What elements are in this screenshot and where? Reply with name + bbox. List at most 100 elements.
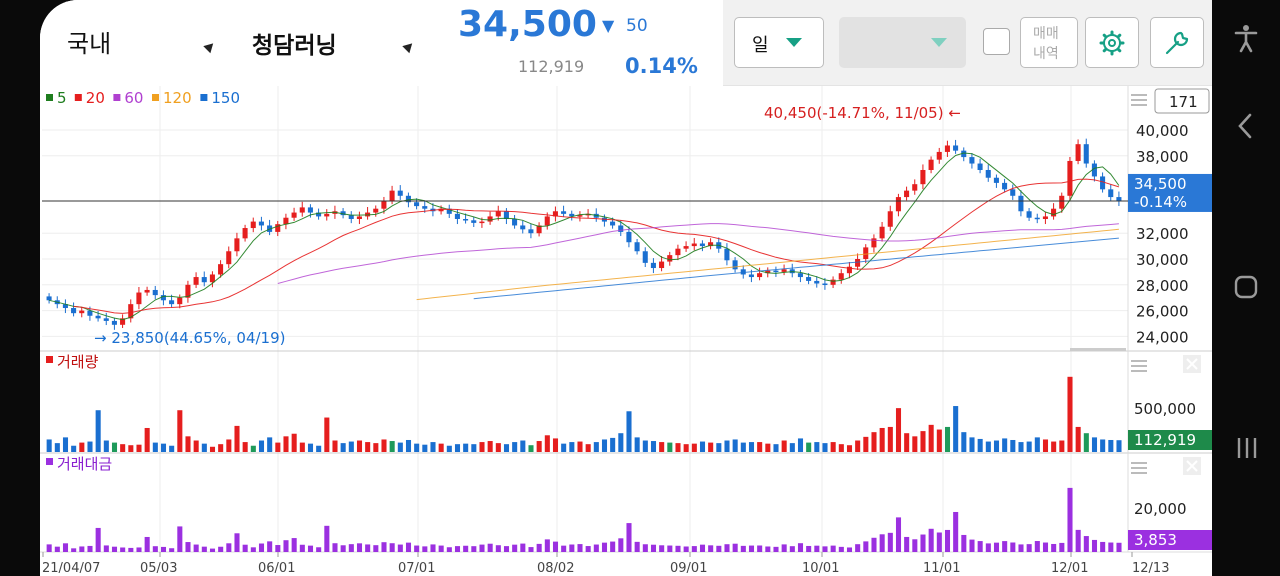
volume-tag	[1128, 430, 1212, 450]
candle	[1034, 217, 1040, 220]
candle	[797, 273, 803, 278]
candle	[618, 225, 624, 232]
chart-background	[40, 86, 1212, 576]
candle	[397, 190, 403, 196]
volume-title: 거래량	[57, 353, 99, 371]
amount-bar	[307, 545, 314, 552]
amount-bar	[601, 542, 608, 552]
amount-bar	[593, 544, 599, 552]
amount-bar	[62, 543, 69, 552]
compare-checkbox[interactable]	[983, 28, 1010, 55]
volume-bar	[536, 441, 542, 452]
chart-area[interactable]: 5 20 60 120 150 34,500 -0.14% 40,000 38,000 32,00…	[40, 86, 1212, 576]
amount-bar	[242, 544, 248, 552]
candle	[928, 159, 934, 170]
amount-bar	[177, 526, 183, 552]
volume-bar	[389, 441, 395, 452]
quote-panel: 국내 청담러닝 34,500 ▼ 50 112,919 0.14%	[40, 0, 723, 86]
order-history-button[interactable]: 매매 내역	[1020, 17, 1078, 68]
candle	[659, 261, 665, 269]
stock-dropdown-icon[interactable]	[402, 39, 416, 54]
candle	[757, 273, 763, 278]
candle	[169, 300, 175, 305]
candle	[316, 212, 322, 217]
candle	[71, 308, 77, 314]
tools-button[interactable]	[1150, 17, 1204, 68]
volume-bar	[234, 425, 240, 452]
candle	[340, 211, 346, 216]
amount-bar	[618, 538, 624, 552]
wrench-icon	[1165, 31, 1189, 55]
amount-bar	[46, 544, 52, 552]
xaxis-label: 21/04/07	[42, 561, 100, 576]
home-icon[interactable]	[1231, 272, 1261, 302]
candle	[936, 151, 942, 160]
settings-button[interactable]	[1085, 17, 1139, 68]
recents-icon[interactable]	[1232, 433, 1262, 463]
amount-bar	[708, 545, 714, 552]
candle	[46, 296, 52, 301]
volume-bar	[152, 442, 158, 452]
volume-bar	[985, 441, 991, 452]
market-selector[interactable]: 국내	[67, 30, 112, 58]
period-select[interactable]: 일	[734, 17, 824, 68]
amount-bar	[520, 543, 526, 552]
back-icon[interactable]	[1234, 111, 1258, 141]
candle	[62, 304, 68, 309]
amount-bar	[626, 523, 632, 552]
candle	[487, 216, 493, 222]
volume-bar	[593, 442, 599, 452]
candle	[414, 202, 420, 207]
legend-swatch	[46, 458, 53, 465]
candle	[324, 213, 330, 217]
amount-bar	[512, 544, 518, 552]
amount-bar	[642, 544, 648, 552]
amount-bar	[757, 545, 763, 552]
candle	[577, 215, 583, 217]
amount-bar	[209, 548, 216, 552]
amount-bar	[993, 542, 1000, 552]
candle	[291, 212, 297, 218]
volume-bar	[879, 427, 885, 452]
candle	[871, 238, 877, 248]
volume-bar	[283, 436, 289, 452]
volume-bar	[136, 444, 142, 452]
indicator-select[interactable]	[839, 17, 966, 68]
amount-bar	[569, 544, 575, 552]
candle	[283, 217, 289, 225]
candle	[781, 269, 787, 272]
amount-bar	[838, 546, 844, 552]
volume-bar	[610, 437, 616, 452]
candle	[479, 221, 485, 224]
amount-bar	[830, 545, 836, 552]
volume-bar	[1116, 440, 1122, 452]
volume-bar	[226, 439, 232, 452]
accessibility-icon[interactable]	[1231, 23, 1261, 53]
amount-bar	[699, 544, 706, 552]
amount-bar	[634, 541, 640, 552]
price-axis-tick: 30,000	[1136, 251, 1189, 269]
volume-bar	[365, 442, 371, 452]
amount-bar	[250, 547, 256, 552]
market-dropdown-icon[interactable]	[203, 39, 217, 54]
stock-name-selector[interactable]: 청담러닝	[252, 33, 337, 59]
candle-count-box	[1154, 88, 1210, 114]
amount-bar	[218, 546, 224, 552]
amount-bar	[405, 542, 412, 552]
volume-bar	[1010, 439, 1016, 452]
volume-bar	[299, 442, 305, 452]
candle	[1075, 144, 1081, 161]
volume-bar	[169, 445, 175, 452]
amount-bar	[185, 542, 191, 552]
volume-bar	[422, 444, 428, 452]
amount-bar	[348, 544, 354, 552]
candle	[1051, 208, 1057, 217]
candle	[699, 243, 705, 247]
volume-bar	[218, 444, 224, 452]
xaxis-label: 12/13	[1132, 561, 1169, 576]
candle	[895, 197, 901, 212]
amount-title: 거래대금	[57, 455, 112, 473]
candle	[561, 211, 567, 214]
stock-chart[interactable]: 5 20 60 120 150 34,500-0.14% 40,000 38,000 32,00…	[40, 86, 1212, 576]
amount-bar	[846, 547, 853, 552]
